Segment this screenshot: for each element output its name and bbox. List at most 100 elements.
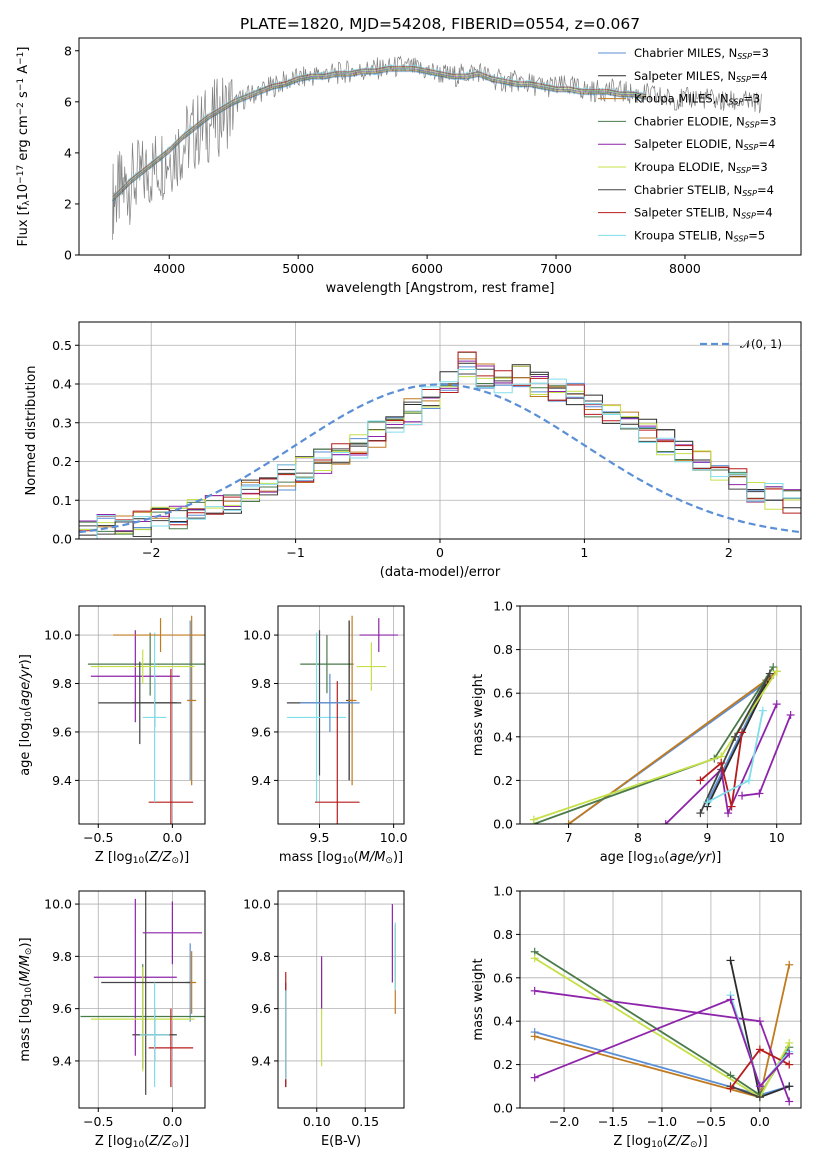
x-tick-label: 7000 [540,261,572,276]
weight-series [530,947,794,1106]
y-axis-label-part: −2 [16,102,26,115]
y-axis-label-part: erg cm [16,115,31,164]
x-axis-label: Z [log10(Z/Z⊙)] [95,850,189,866]
plot-frame [277,605,405,825]
y-axis-label-part: Flux [f [16,205,31,246]
y-tick-label: 9.8 [251,949,271,964]
legend-entry: Salpeter MILES, NSSP=4 [634,69,768,84]
y-tick-label: 6 [64,94,72,109]
axis-label-part: Z/Z [148,850,172,865]
x-tick-label: 10.0 [380,830,408,845]
x-tick-label: 9.5 [310,830,330,845]
axis-label-part: ⊙ [171,856,179,866]
axis-label-part: ( [18,706,33,711]
y-axis-label: mass weight [471,674,486,756]
legend-name: Salpeter ELODIE, N [634,137,744,151]
histogram-series [79,351,801,539]
y-tick-label: 1.0 [493,599,513,614]
weight-line [699,732,743,807]
axis-label-part: ( [18,982,33,987]
x-tick-label: 4000 [153,261,185,276]
x-tick-label: −0.5 [83,830,113,845]
y-axis-label-part: −1 [16,52,26,65]
legend-subscript: SSP [736,74,751,83]
x-axis-label: E(B-V) [321,1134,361,1149]
y-tick-label: 0.1 [52,493,72,508]
legend-subscript: SSP [742,188,757,197]
axis-label-part: Z/Z [667,1134,691,1149]
y-tick-label: 0.0 [52,532,72,547]
legend-subscript: SSP [745,120,760,129]
observed-spectrum-line [112,55,762,240]
y-tick-label: 4 [64,145,72,160]
y-tick-label: 2 [64,196,72,211]
x-tick-label: 9 [703,830,711,845]
plot-frame [78,890,206,1109]
weight-series [529,663,795,824]
axis-label-part: ⊙ [171,1140,179,1150]
legend-entry: Chabrier MILES, NSSP=3 [634,46,769,61]
axis-label-part: age/yr [669,850,712,865]
errorbar-series [285,904,396,1088]
model-spectrum-line [111,64,646,202]
y-axis-label: age [log10(age/yr)] [18,654,34,776]
weight-line [730,1085,761,1099]
legend-count: =4 [757,183,774,197]
y-tick-label: 0.6 [493,686,513,701]
plot-frame [519,605,802,825]
y-tick-label: 9.8 [52,676,72,691]
panel-age-vs-mass: 9.5 10.0 9.4 9.6 9.8 10.0 mass [log10(M/M⊙)] [243,605,408,866]
y-tick-label: 10.0 [44,897,72,912]
legend-subscript: SSP [729,97,744,106]
panel-spectrum: 4000 5000 6000 7000 8000 0 2 4 6 8 wavelength [Ang… [16,37,802,296]
y-axis-label-part: 10 [16,184,31,201]
axis-label-part: )] [698,1134,708,1149]
axis-label-part: age [log [600,850,653,865]
axis-label-part: Z [log [95,1134,133,1149]
x-tick-label: 0.0 [162,830,182,845]
y-axis-label-part: −17 [16,165,26,184]
y-axis-label: Flux [fλ10−17 erg cm−2 s−1 A−1] [16,47,32,247]
legend-count: =3 [743,92,760,106]
legend-name: Salpeter STELIB, N [634,206,741,220]
model-spectrum-line [112,66,647,198]
plot-frame [78,321,802,540]
axis-label-part: Z [log [613,1134,651,1149]
panel-residuals: −2 −1 0 1 2 0.0 0.1 0.2 0.3 0.4 0.5 (data-model)/er… [24,321,802,580]
legend-name: Kroupa STELIB, N [634,228,734,242]
legend-name: Kroupa MILES, N [634,92,729,106]
axis-label-part: ( [144,1134,149,1149]
model-spectrum-line [112,65,647,197]
x-axis-label: (data-model)/error [380,565,501,580]
axis-label-part: Z [log [95,850,133,865]
legend-count: =3 [760,114,777,128]
axis-label-part: ⊙ [690,1140,698,1150]
model-spectrum-line [112,65,647,197]
legend-entry: Kroupa STELIB, NSSP=5 [634,228,765,243]
y-tick-label: 0.3 [52,415,72,430]
legend-entry: Kroupa MILES, NSSP=3 [634,92,760,107]
legend-subscript: SSP [734,234,749,243]
legend-entry: Chabrier STELIB, NSSP=4 [634,183,774,198]
x-tick-label: 8000 [669,261,701,276]
x-tick-label: 7 [565,830,573,845]
axis-label-part: 10 [651,1140,663,1150]
weight-line [568,670,778,824]
y-tick-label: 0.4 [493,729,513,744]
legend-count: =4 [758,137,775,151]
axis-label-part: 10 [342,856,354,866]
x-axis-label: mass [log10(M/M⊙)] [279,850,403,866]
y-tick-label: 9.6 [52,1001,72,1016]
figure-title: PLATE=1820, MJD=54208, FIBERID=0554, z=0… [240,15,640,33]
y-tick-label: 0.4 [493,1014,513,1029]
y-tick-label: 9.8 [52,949,72,964]
panel-mass-vs-ebv: 0.10 0.15 9.4 9.6 9.8 10.0 E(B-V) [243,890,405,1149]
axis-label-part: mass [log [18,998,33,1061]
weight-line [534,998,790,1089]
panel-mass-weight-vs-z: −2.0 −1.5 −1.0 −0.5 0.0 0.0 0.2 0.4 0.6 0.8 1.0 Z [… [471,884,802,1150]
legend-count: =3 [751,160,768,174]
axis-label-part: )] [711,850,721,865]
y-tick-label: 0.2 [493,773,513,788]
x-tick-label: −1 [286,545,304,560]
legend-entry: Salpeter STELIB, NSSP=4 [634,206,773,221]
